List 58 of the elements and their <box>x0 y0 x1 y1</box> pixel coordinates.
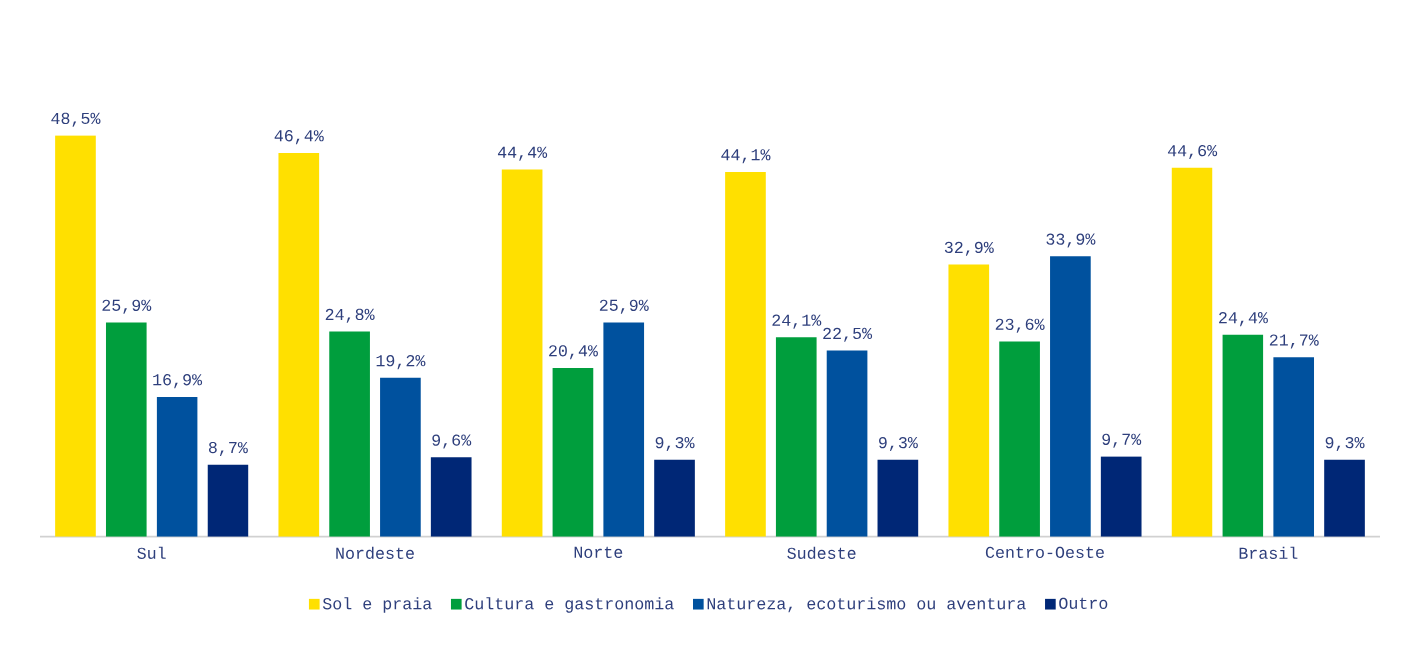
x-tick-label: Centro-Oeste <box>985 546 1104 559</box>
bar <box>775 337 817 537</box>
legend-label: Sol e praia <box>322 597 432 613</box>
bar <box>948 264 990 537</box>
data-label: 24,4% <box>1219 312 1268 327</box>
data-label: 33,9% <box>1046 233 1096 248</box>
bar <box>105 322 147 537</box>
data-label: 32,9% <box>944 241 994 256</box>
data-label: 46,4% <box>274 130 324 145</box>
bar <box>278 152 320 537</box>
data-label: 8,7% <box>208 441 248 456</box>
bar <box>156 396 198 537</box>
data-label: 9,3% <box>1325 436 1365 452</box>
bar <box>877 459 919 537</box>
data-label: 22,5% <box>823 327 873 342</box>
x-tick-label: Sudeste <box>787 546 856 559</box>
x-tick-label: Norte <box>574 546 623 558</box>
data-label: 19,2% <box>376 355 426 370</box>
bar <box>654 459 695 537</box>
bar <box>207 464 249 537</box>
data-label: 44,6% <box>1167 144 1218 160</box>
data-label: 44,1% <box>721 149 771 164</box>
data-label: 20,4% <box>549 345 598 360</box>
data-label: 9,3% <box>655 436 695 452</box>
bar <box>603 322 645 537</box>
bar <box>725 171 766 537</box>
bar <box>430 457 472 537</box>
bar <box>55 135 96 537</box>
bar <box>329 331 370 537</box>
data-label: 21,7% <box>1269 334 1319 349</box>
x-tick-label: Nordeste <box>336 546 414 559</box>
legend-label: Natureza, ecoturismo ou aventura <box>707 597 1026 613</box>
data-label: 23,6% <box>995 318 1045 333</box>
data-label: 16,9% <box>153 374 203 389</box>
bar <box>1171 167 1213 537</box>
bar <box>826 350 868 537</box>
data-label: 25,9% <box>599 299 649 314</box>
bar <box>552 367 594 537</box>
bar <box>1100 456 1142 537</box>
bar <box>1324 459 1365 537</box>
data-label: 25,9% <box>102 299 152 314</box>
x-tick-label: Brasil <box>1239 546 1298 559</box>
data-label: 44,4% <box>497 146 548 161</box>
data-label: 9,7% <box>1102 433 1142 448</box>
bar <box>1273 357 1315 537</box>
data-label: 24,8% <box>325 308 375 323</box>
legend-label: Cultura e gastronomia <box>465 597 674 613</box>
data-label: 48,5% <box>51 112 101 127</box>
x-tick-label: Sul <box>137 546 166 559</box>
data-label: 9,3% <box>879 436 918 452</box>
data-label: 9,6% <box>432 434 472 449</box>
bar <box>999 341 1040 537</box>
bar <box>380 377 421 537</box>
bar <box>1222 334 1264 537</box>
bar <box>1050 256 1091 537</box>
data-label: 24,1% <box>772 314 822 329</box>
bar <box>501 169 543 537</box>
legend-label: Outro <box>1059 597 1108 609</box>
